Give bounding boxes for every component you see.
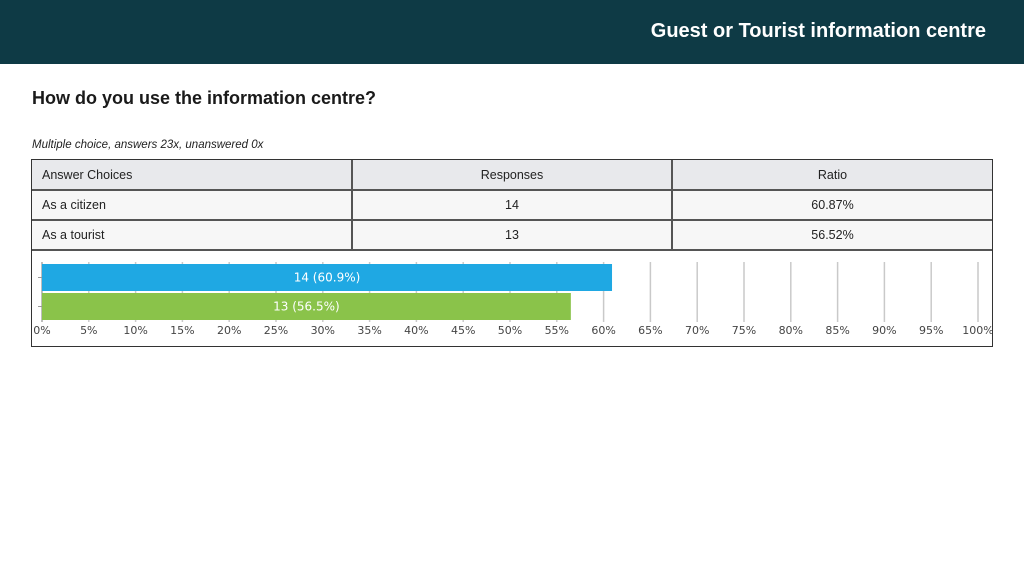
bar: [42, 264, 613, 291]
x-tick-label: 35%: [357, 324, 381, 337]
table-row: As a citizen 14 60.87%: [32, 190, 992, 221]
x-tick-label: 75%: [732, 324, 756, 337]
x-tick-label: 95%: [919, 324, 943, 337]
results-table: Answer Choices Responses Ratio As a citi…: [32, 160, 992, 251]
x-tick-label: 20%: [217, 324, 241, 337]
bar-data-label: 14 (60.9%): [294, 271, 361, 285]
row-ratio: 60.87%: [672, 190, 992, 221]
x-tick-label: 0%: [33, 324, 50, 337]
bar-data-label: 13 (56.5%): [273, 300, 340, 314]
header-responses: Responses: [352, 160, 673, 191]
x-tick-label: 40%: [404, 324, 428, 337]
table-header-row: Answer Choices Responses Ratio: [32, 160, 992, 191]
header-title: Guest or Tourist information centre: [650, 20, 986, 42]
header-bar: Guest or Tourist information centre: [0, 0, 1024, 64]
x-tick-label: 45%: [451, 324, 475, 337]
x-tick-label: 90%: [872, 324, 896, 337]
x-tick-label: 10%: [123, 324, 147, 337]
results-panel: Answer Choices Responses Ratio As a citi…: [31, 159, 993, 347]
row-choice: As a citizen: [32, 190, 353, 221]
question-subtitle: Multiple choice, answers 23x, unanswered…: [32, 139, 264, 151]
row-responses: 13: [352, 220, 673, 251]
x-tick-label: 25%: [264, 324, 288, 337]
header-ratio: Ratio: [672, 160, 992, 191]
x-tick-label: 85%: [825, 324, 849, 337]
bar-chart-svg: 0% 5% 10% 15% 20% 25% 30% 35% 40% 45% 50% 55% 60% 65%…: [33, 262, 992, 337]
header-answer-choices: Answer Choices: [32, 160, 353, 191]
x-tick-label: 50%: [498, 324, 522, 337]
x-tick-label: 70%: [685, 324, 709, 337]
x-tick-label: 30%: [311, 324, 335, 337]
question-title: How do you use the information centre?: [32, 88, 377, 108]
x-tick-label: 15%: [170, 324, 194, 337]
x-tick-label: 80%: [779, 324, 803, 337]
x-tick-label: 60%: [591, 324, 615, 337]
table-row: As a tourist 13 56.52%: [32, 220, 992, 251]
bar-chart: 0% 5% 10% 15% 20% 25% 30% 35% 40% 45% 50% 55% 60% 65%…: [32, 252, 992, 346]
row-choice: As a tourist: [32, 220, 353, 251]
x-tick-label: 5%: [80, 324, 97, 337]
x-tick-label: 65%: [638, 324, 662, 337]
row-responses: 14: [352, 190, 673, 221]
bar: [42, 293, 571, 320]
x-tick-label: 100%: [962, 324, 992, 337]
row-ratio: 56.52%: [672, 220, 992, 251]
x-tick-label: 55%: [545, 324, 569, 337]
